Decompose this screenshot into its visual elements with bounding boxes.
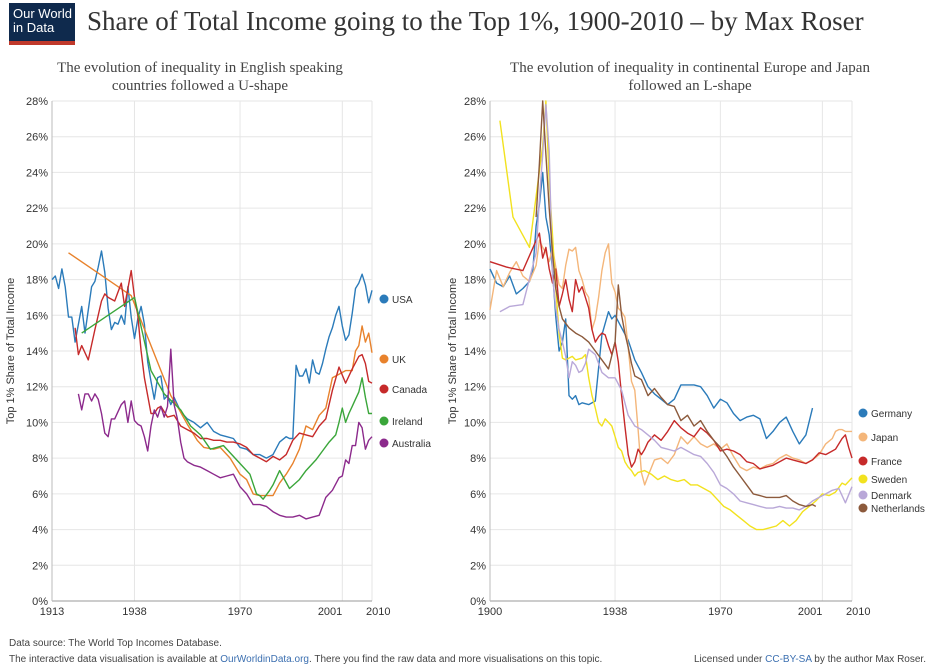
footer-interactive: The interactive data visualisation is av… (9, 654, 602, 665)
legend-marker-usa (379, 294, 389, 304)
x-tick-label: 1913 (40, 606, 64, 618)
y-tick-label: 24% (26, 167, 48, 179)
series-line-ireland (81, 296, 372, 500)
y-tick-label: 16% (464, 310, 486, 322)
footer-interactive-post: . There you find the raw data and more v… (308, 654, 603, 665)
logo-line-1: Our World (13, 6, 72, 21)
y-tick-label: 26% (26, 132, 48, 144)
series-line-germany (489, 171, 814, 445)
legend-marker-japan (858, 432, 868, 442)
x-tick-label: 1970 (228, 606, 252, 618)
y-tick-label: 8% (32, 453, 48, 465)
y-tick-label: 8% (470, 453, 486, 465)
series-line-denmark (499, 103, 853, 511)
series-line-japan (489, 239, 852, 486)
series-line-sweden (499, 100, 853, 531)
x-tick-label: 2001 (318, 606, 342, 618)
x-tick-label: 2001 (798, 606, 822, 618)
footer-source: Data source: The World Top Incomes Datab… (9, 638, 222, 649)
legend-label-denmark: Denmark (871, 491, 913, 502)
legend-marker-denmark (858, 490, 868, 500)
legend-label-france: France (871, 457, 903, 468)
legend-marker-netherlands (858, 503, 868, 513)
x-tick-label: 1970 (708, 606, 732, 618)
legend-marker-france (858, 456, 868, 466)
footer-interactive-pre: The interactive data visualisation is av… (9, 654, 221, 665)
series-line-netherlands (535, 100, 817, 508)
y-axis-label: Top 1% Share of Total Income (5, 278, 17, 425)
legend-label-uk: UK (392, 355, 406, 366)
series-line-uk (68, 252, 373, 497)
right-line-chart: 0% 2% 4% 6% 8% 10% 12% 14% 16% 18% 20% 22% 24% 26% 28%… (447, 96, 925, 618)
left-chart-subtitle: The evolution of inequality in English s… (57, 60, 343, 94)
legend-label-netherlands: Netherlands (871, 504, 925, 515)
legend-marker-uk (379, 354, 389, 364)
y-axis-label: Top 1% Share of Total Income (447, 278, 459, 425)
y-tick-label: 20% (464, 239, 486, 251)
y-tick-label: 10% (464, 417, 486, 429)
legend-marker-ireland (379, 416, 389, 426)
y-tick-label: 6% (470, 489, 486, 501)
legend-marker-canada (379, 384, 389, 394)
y-tick-label: 22% (26, 203, 48, 215)
footer-license: Licensed under CC-BY-SA by the author Ma… (694, 654, 926, 665)
y-tick-label: 0% (470, 596, 486, 608)
y-tick-label: 16% (26, 310, 48, 322)
legend-label-australia: Australia (392, 439, 431, 450)
y-tick-label: 20% (26, 239, 48, 251)
legend-label-canada: Canada (392, 385, 427, 396)
legend-label-usa: USA (392, 295, 413, 306)
y-tick-label: 6% (32, 489, 48, 501)
y-tick-label: 10% (26, 417, 48, 429)
y-tick-label: 12% (26, 382, 48, 394)
y-tick-label: 14% (464, 346, 486, 358)
footer-license-post: by the author Max Roser. (811, 654, 926, 665)
y-tick-label: 26% (464, 132, 486, 144)
legend-label-japan: Japan (871, 433, 898, 444)
y-tick-label: 2% (470, 560, 486, 572)
logo-line-2: in Data (13, 20, 55, 35)
x-tick-label: 1938 (122, 606, 146, 618)
y-tick-label: 4% (470, 525, 486, 537)
series-line-france (489, 232, 853, 470)
y-tick-label: 2% (32, 560, 48, 572)
legend-label-ireland: Ireland (392, 417, 423, 428)
x-tick-label: 1938 (603, 606, 627, 618)
owid-logo: Our World in Data (9, 3, 75, 45)
x-tick-label: 1900 (478, 606, 502, 618)
legend-marker-germany (858, 408, 868, 418)
x-tick-label: 2010 (846, 606, 870, 618)
left-line-chart: 0% 2% 4% 6% 8% 10% 12% 14% 16% 18% 20% 22% 24% 26% 28%… (5, 96, 431, 618)
legend-marker-australia (379, 438, 389, 448)
y-tick-label: 14% (26, 346, 48, 358)
y-tick-label: 12% (464, 382, 486, 394)
license-link[interactable]: CC-BY-SA (765, 654, 812, 665)
legend-label-germany: Germany (871, 409, 912, 420)
series-line-usa (51, 250, 373, 459)
logo-accent-bar (9, 41, 75, 45)
legend-label-sweden: Sweden (871, 475, 907, 486)
y-tick-label: 22% (464, 203, 486, 215)
x-tick-label: 2010 (366, 606, 390, 618)
y-tick-label: 4% (32, 525, 48, 537)
legend-marker-sweden (858, 474, 868, 484)
y-tick-label: 18% (26, 275, 48, 287)
y-tick-label: 24% (464, 167, 486, 179)
y-tick-label: 18% (464, 275, 486, 287)
y-tick-label: 0% (32, 596, 48, 608)
y-tick-label: 28% (26, 96, 48, 108)
owid-link[interactable]: OurWorldinData.org (220, 654, 309, 665)
page-title: Share of Total Income going to the Top 1… (87, 6, 864, 36)
right-chart-subtitle: The evolution of inequality in continent… (510, 60, 870, 94)
y-tick-label: 28% (464, 96, 486, 108)
series-line-australia (77, 348, 373, 520)
footer-license-pre: Licensed under (693, 654, 766, 665)
